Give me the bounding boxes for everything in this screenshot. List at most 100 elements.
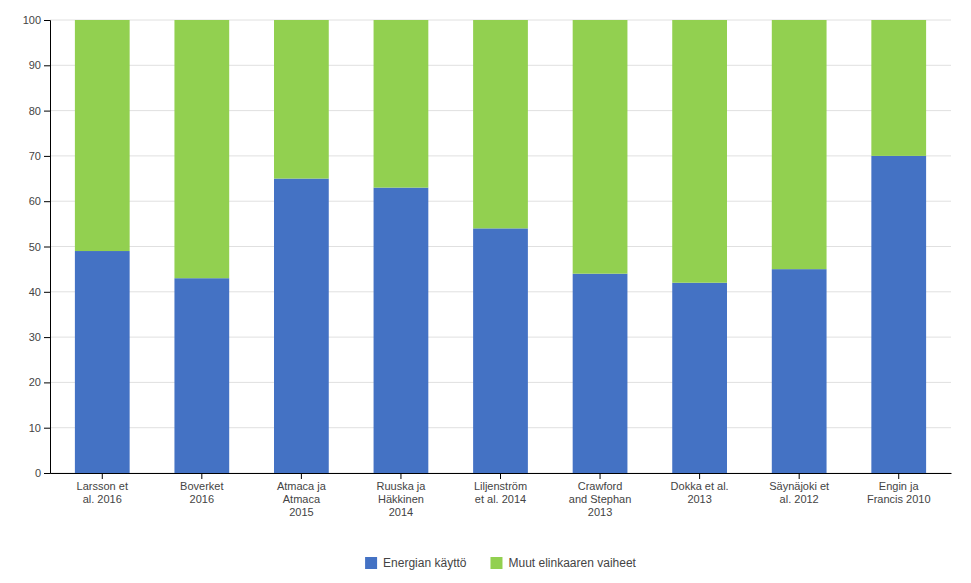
x-tick: Liljenströmet al. 2014 xyxy=(474,473,527,505)
bar xyxy=(174,20,229,278)
legend-item: Muut elinkaaren vaiheet xyxy=(490,556,636,570)
tick-label-line: al. 2012 xyxy=(780,493,819,505)
tick-mark xyxy=(301,473,302,479)
tick-mark xyxy=(44,20,50,21)
tick-label: 20 xyxy=(29,376,41,388)
bar xyxy=(772,20,827,269)
bar xyxy=(672,283,727,473)
tick-mark xyxy=(44,337,50,338)
tick-label-line: Larsson et xyxy=(77,480,128,492)
x-tick: Dokka et al.2013 xyxy=(671,473,729,505)
bar xyxy=(374,188,429,473)
legend-label: Energian käyttö xyxy=(383,556,467,570)
y-tick: 90 xyxy=(29,59,50,71)
tick-label-line: 2014 xyxy=(389,506,413,518)
tick-label: 30 xyxy=(29,331,41,343)
x-tick: Ruuska jaHäkkinen2014 xyxy=(376,473,426,518)
tick-label-line: and Stephan xyxy=(569,493,631,505)
tick-mark xyxy=(799,473,800,479)
bars xyxy=(75,20,926,473)
bar xyxy=(772,269,827,473)
tick-label: Atmaca jaAtmaca2015 xyxy=(277,480,327,518)
tick-mark xyxy=(699,473,700,479)
tick-mark xyxy=(44,201,50,202)
x-tick: Boverket2016 xyxy=(180,473,223,505)
legend-item: Energian käyttö xyxy=(365,556,467,570)
tick-label-line: Boverket xyxy=(180,480,223,492)
y-tick: 50 xyxy=(29,241,50,253)
tick-mark xyxy=(500,473,501,479)
legend: Energian käyttö Muut elinkaaren vaiheet xyxy=(365,556,636,570)
tick-label-line: Dokka et al. xyxy=(671,480,729,492)
tick-label-line: et al. 2014 xyxy=(475,493,526,505)
tick-label: 50 xyxy=(29,241,41,253)
bar xyxy=(672,20,727,283)
tick-label: Säynäjoki etal. 2012 xyxy=(769,480,829,505)
tick-label: 60 xyxy=(29,195,41,207)
tick-label: Ruuska jaHäkkinen2014 xyxy=(376,480,426,518)
x-tick: Engin jaFrancis 2010 xyxy=(867,473,931,505)
y-tick: 100 xyxy=(23,14,50,26)
bar xyxy=(274,20,329,179)
y-tick: 20 xyxy=(29,376,50,388)
y-tick: 10 xyxy=(29,422,50,434)
tick-mark xyxy=(44,111,50,112)
tick-label: 10 xyxy=(29,422,41,434)
tick-mark xyxy=(898,473,899,479)
tick-mark xyxy=(44,473,50,474)
tick-label-line: Crawford xyxy=(578,480,623,492)
tick-mark xyxy=(44,382,50,383)
tick-label: 100 xyxy=(23,14,41,26)
bar xyxy=(75,251,130,473)
tick-mark xyxy=(44,156,50,157)
tick-label-line: Francis 2010 xyxy=(867,493,931,505)
bar xyxy=(871,20,926,156)
tick-mark xyxy=(600,473,601,479)
tick-mark xyxy=(44,65,50,66)
axis-line xyxy=(44,21,51,474)
tick-label-line: Häkkinen xyxy=(378,493,424,505)
tick-label-line: Atmaca xyxy=(283,493,321,505)
y-tick: 30 xyxy=(29,331,50,343)
tick-label-line: Liljenström xyxy=(474,480,527,492)
x-tick: Säynäjoki etal. 2012 xyxy=(769,473,829,505)
tick-label-line: 2016 xyxy=(190,493,214,505)
tick-mark xyxy=(44,428,50,429)
bar xyxy=(871,156,926,473)
bar xyxy=(573,20,628,274)
legend-label: Muut elinkaaren vaiheet xyxy=(508,556,636,570)
x-axis: Larsson etal. 2016 Boverket2016 Atmaca jaA… xyxy=(51,473,952,518)
tick-label: 80 xyxy=(29,105,41,117)
tick-mark xyxy=(201,473,202,479)
tick-label-line: Säynäjoki et xyxy=(769,480,829,492)
tick-mark xyxy=(44,292,50,293)
tick-label-line: 2015 xyxy=(289,506,313,518)
tick-label: Crawfordand Stephan2013 xyxy=(569,480,631,518)
bar xyxy=(374,20,429,188)
tick-mark xyxy=(400,473,401,479)
tick-label: 0 xyxy=(35,467,41,479)
tick-label: 40 xyxy=(29,286,41,298)
tick-label-line: 2013 xyxy=(588,506,612,518)
y-tick: 40 xyxy=(29,286,50,298)
tick-label: Engin jaFrancis 2010 xyxy=(867,480,931,505)
legend-swatch xyxy=(365,557,377,569)
grid xyxy=(50,20,951,473)
legend-swatch xyxy=(490,557,502,569)
bar xyxy=(573,274,628,473)
bar xyxy=(473,228,528,473)
bar-series xyxy=(75,20,926,283)
y-tick: 60 xyxy=(29,195,50,207)
y-tick: 80 xyxy=(29,105,50,117)
tick-mark xyxy=(44,247,50,248)
tick-label-line: Engin ja xyxy=(879,480,920,492)
plot-area: 0 10 20 30 40 50 60 70 80 90 100 Larsson etal. 2016… xyxy=(23,14,952,518)
tick-label: Liljenströmet al. 2014 xyxy=(474,480,527,505)
y-tick: 0 xyxy=(35,467,50,479)
tick-label: Boverket2016 xyxy=(180,480,223,505)
y-tick: 70 xyxy=(29,150,50,162)
y-axis: 0 10 20 30 40 50 60 70 80 90 100 xyxy=(23,14,51,479)
tick-mark xyxy=(102,473,103,479)
bar xyxy=(174,278,229,473)
tick-label: Larsson etal. 2016 xyxy=(77,480,128,505)
